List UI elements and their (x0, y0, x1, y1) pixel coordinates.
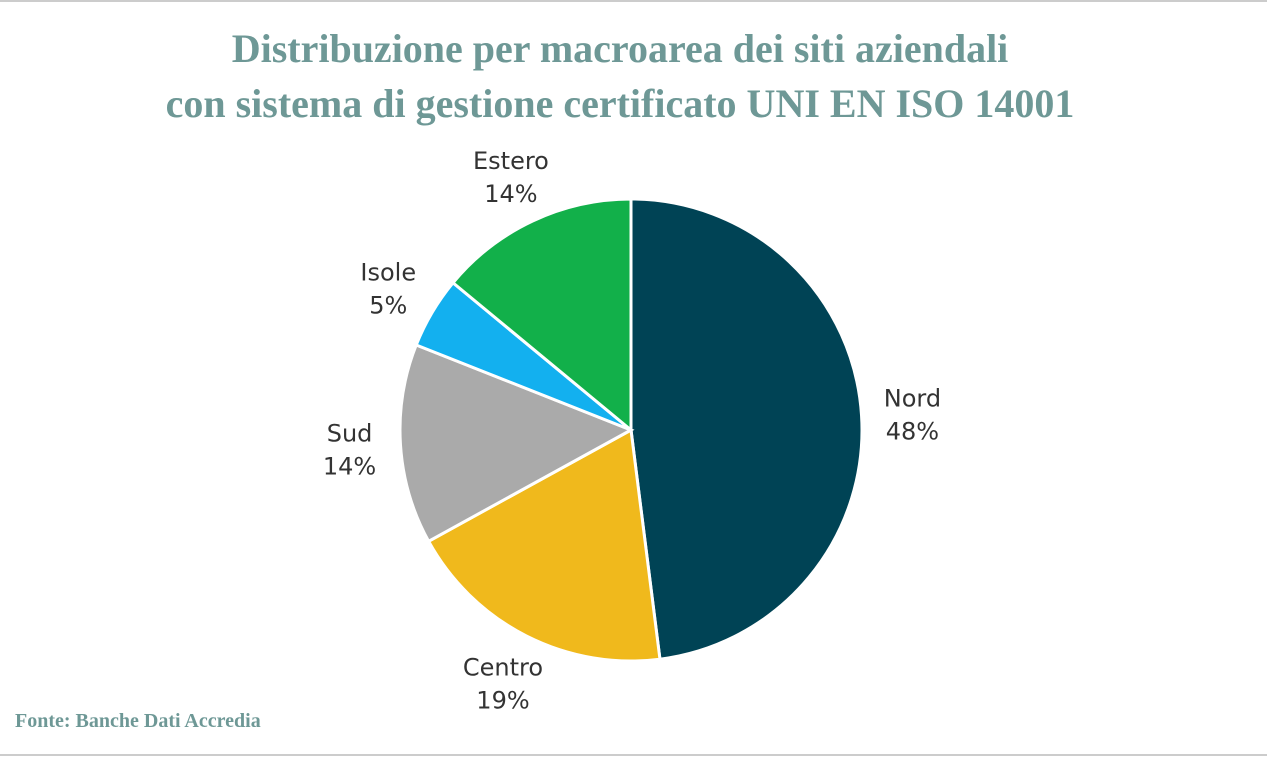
slice-label: Isole (360, 258, 416, 286)
slice-value-label: 14% (484, 180, 537, 208)
pie-slice (629, 197, 864, 661)
source: Fonte: Banche Dati Accredia (15, 710, 261, 732)
slice-value-label: 48% (886, 417, 939, 445)
slice-label: Nord (884, 384, 941, 412)
slice-value-label: 5% (369, 291, 407, 319)
chart-title: con sistema di gestione certificato UNI … (166, 81, 1075, 126)
slice-value-label: 14% (323, 453, 376, 481)
chart-title: Distribuzione per macroarea dei siti azi… (232, 26, 1009, 71)
pie-slice (426, 427, 662, 663)
pie-slice (398, 343, 635, 544)
pie-slice (450, 197, 633, 434)
slice-label: Estero (473, 147, 549, 175)
slice-label: Sud (327, 420, 373, 448)
slice-value-label: 19% (476, 686, 529, 714)
slice-label: Centro (463, 653, 543, 681)
